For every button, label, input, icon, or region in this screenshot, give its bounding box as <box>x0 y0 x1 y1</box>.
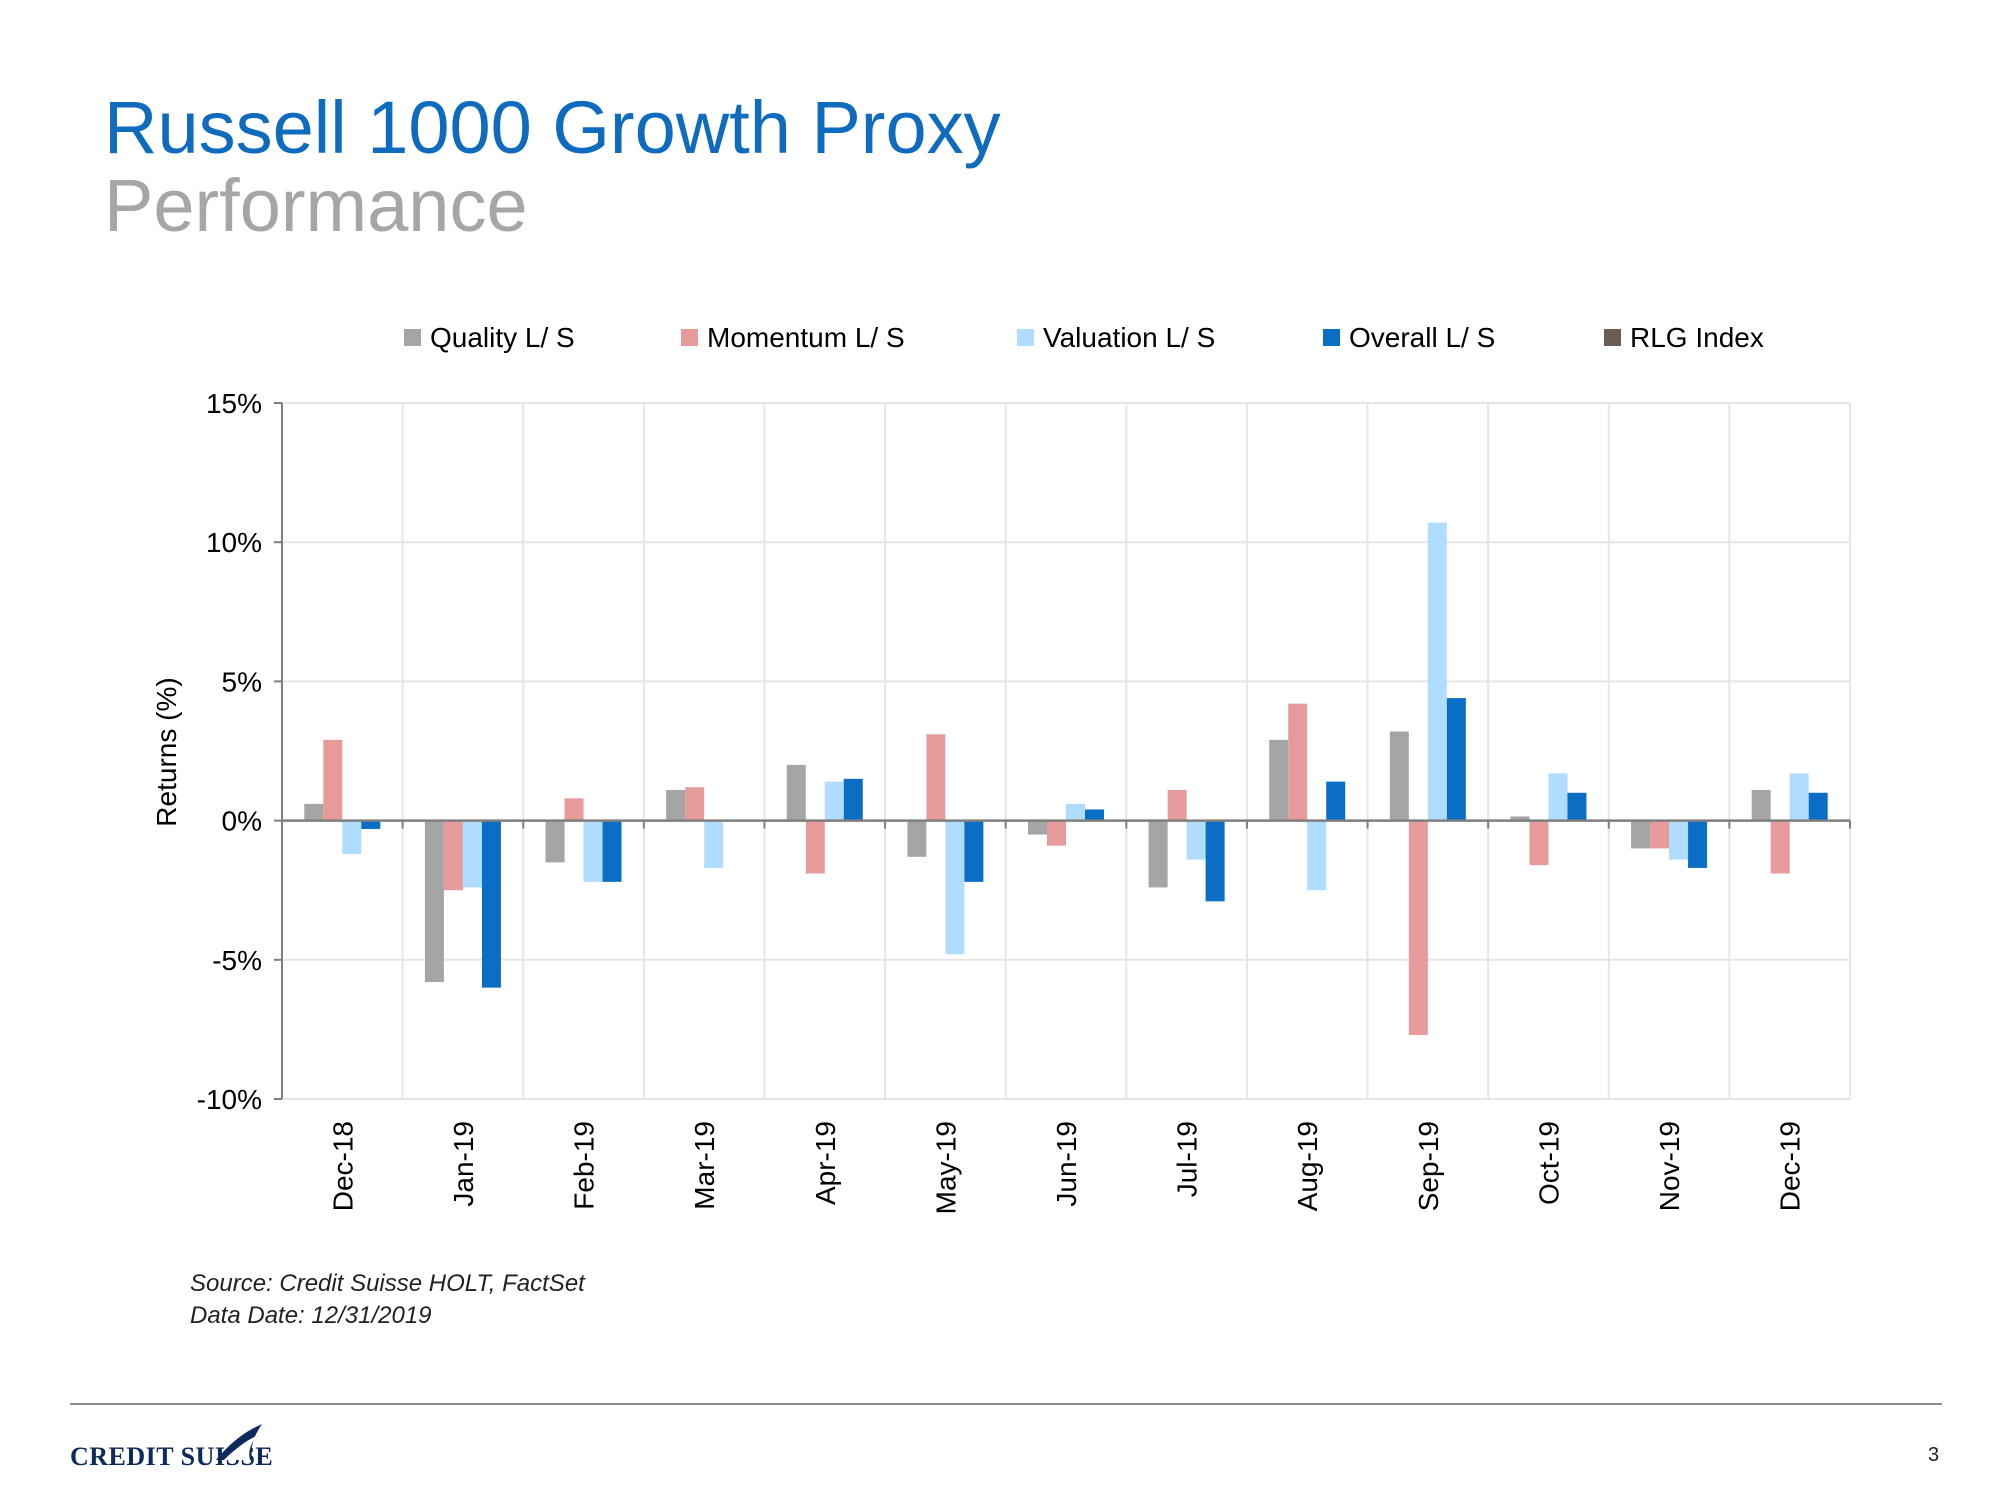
bar-valuation-l-smay-19 <box>945 820 965 955</box>
x-category-label: Nov-19 <box>1654 1121 1685 1211</box>
bar-overall-l-sdec-19 <box>1808 792 1828 821</box>
returns-bar-chart: Quality L/ S Momentum L/ S Valuation L/ S O… <box>151 322 1851 1214</box>
y-axis-title: Returns (%) <box>151 677 182 826</box>
bar-valuation-l-saug-19 <box>1307 820 1327 891</box>
source-note: Source: Credit Suisse HOLT, FactSet Data… <box>190 1268 585 1332</box>
chart-axes <box>274 402 1851 1100</box>
bar-quality-l-sjun-19 <box>1028 820 1047 835</box>
legend-swatch <box>1323 329 1340 346</box>
legend-label: RLG Index <box>1630 322 1764 353</box>
x-category-label: Apr-19 <box>810 1121 841 1205</box>
x-category-label: Jul-19 <box>1172 1121 1203 1197</box>
bar-overall-l-ssep-19 <box>1446 698 1466 821</box>
bar-valuation-l-sapr-19 <box>824 781 844 821</box>
bar-momentum-l-sfeb-19 <box>564 798 584 821</box>
bar-momentum-l-smay-19 <box>926 734 946 821</box>
bar-momentum-l-ssep-19 <box>1408 820 1428 1035</box>
legend-swatch <box>404 329 421 346</box>
bar-quality-l-sdec-19 <box>1751 789 1771 821</box>
bar-quality-l-sdec-18 <box>304 803 324 821</box>
chart-grid <box>282 402 1851 1100</box>
bar-overall-l-sjul-19 <box>1205 820 1225 902</box>
bar-momentum-l-sjul-19 <box>1167 789 1187 821</box>
x-category-label: May-19 <box>930 1121 961 1214</box>
bar-valuation-l-smar-19 <box>704 820 724 868</box>
source-line: Source: Credit Suisse HOLT, FactSet <box>190 1270 585 1297</box>
bar-overall-l-snov-19 <box>1688 820 1708 868</box>
x-category-label: Oct-19 <box>1533 1121 1564 1205</box>
bar-valuation-l-sdec-18 <box>342 820 362 855</box>
x-category-label: Sep-19 <box>1413 1121 1444 1211</box>
bar-quality-l-snov-19 <box>1631 820 1651 849</box>
x-category-label: Mar-19 <box>689 1121 720 1210</box>
y-tick-label: 15% <box>206 388 262 419</box>
y-tick-label: -10% <box>197 1084 262 1115</box>
bar-overall-l-smay-19 <box>964 820 984 882</box>
bar-quality-l-sjan-19 <box>424 820 444 983</box>
legend-label: Overall L/ S <box>1349 322 1495 353</box>
bar-momentum-l-saug-19 <box>1288 703 1308 821</box>
x-category-label: Feb-19 <box>569 1121 600 1210</box>
bar-overall-l-sdec-18 <box>361 820 381 829</box>
legend-swatch <box>1604 329 1621 346</box>
legend-label: Momentum L/ S <box>707 322 905 353</box>
chart-bars <box>304 522 1828 1035</box>
bar-momentum-l-sjan-19 <box>443 820 463 891</box>
bar-valuation-l-sdec-19 <box>1789 773 1809 821</box>
bar-overall-l-saug-19 <box>1326 781 1346 821</box>
bar-valuation-l-sfeb-19 <box>583 820 603 882</box>
bar-momentum-l-smar-19 <box>685 787 705 821</box>
bar-momentum-l-sjun-19 <box>1047 820 1066 846</box>
bar-overall-l-sapr-19 <box>843 778 863 821</box>
bar-valuation-l-sjan-19 <box>462 820 482 888</box>
y-tick-label: 10% <box>206 527 262 558</box>
bar-momentum-l-snov-19 <box>1650 820 1670 849</box>
y-tick-label: 0% <box>222 806 262 837</box>
chart-legend: Quality L/ S Momentum L/ S Valuation L/ S O… <box>404 322 1764 353</box>
bar-valuation-l-soct-19 <box>1548 773 1568 821</box>
bar-overall-l-sfeb-19 <box>602 820 622 882</box>
bar-quality-l-smay-19 <box>907 820 927 857</box>
sail-icon <box>216 1424 262 1460</box>
bar-overall-l-sjan-19 <box>481 820 501 988</box>
x-category-label: Dec-19 <box>1775 1121 1806 1211</box>
x-category-label: Jun-19 <box>1051 1121 1082 1207</box>
bar-quality-l-sapr-19 <box>786 764 806 821</box>
legend-label: Quality L/ S <box>430 322 575 353</box>
slide-subtitle: Performance <box>104 164 528 247</box>
slide-title: Russell 1000 Growth Proxy <box>104 86 1001 169</box>
legend-swatch <box>681 329 698 346</box>
bar-quality-l-sjul-19 <box>1148 820 1168 888</box>
bar-overall-l-soct-19 <box>1567 792 1587 821</box>
bar-quality-l-sfeb-19 <box>545 820 565 863</box>
bar-quality-l-smar-19 <box>666 789 686 821</box>
x-category-label: Jan-19 <box>448 1121 479 1207</box>
credit-suisse-logo: CREDIT SUISSE <box>70 1420 273 1471</box>
footer-divider <box>70 1403 1942 1405</box>
bar-quality-l-ssep-19 <box>1389 731 1409 821</box>
bar-valuation-l-ssep-19 <box>1427 522 1447 821</box>
bar-momentum-l-sdec-19 <box>1770 820 1790 874</box>
data-date-line: Data Date: 12/31/2019 <box>190 1302 432 1329</box>
bar-quality-l-saug-19 <box>1269 739 1289 821</box>
chart-labels: 15% 10% 5% 0% -5% -10% Returns (%) Dec-18 Jan-19… <box>151 388 1806 1214</box>
bar-valuation-l-sjun-19 <box>1066 803 1085 821</box>
bar-momentum-l-soct-19 <box>1529 820 1549 866</box>
legend-label: Valuation L/ S <box>1043 322 1215 353</box>
bar-valuation-l-sjul-19 <box>1186 820 1206 860</box>
bar-overall-l-sjun-19 <box>1085 809 1104 821</box>
legend-swatch <box>1017 329 1034 346</box>
y-tick-label: 5% <box>222 666 262 697</box>
y-tick-label: -5% <box>212 945 262 976</box>
bar-valuation-l-snov-19 <box>1669 820 1689 860</box>
x-category-label: Dec-18 <box>327 1121 358 1211</box>
bar-momentum-l-sapr-19 <box>805 820 825 874</box>
bar-quality-l-soct-19 <box>1510 816 1530 821</box>
x-category-label: Aug-19 <box>1292 1121 1323 1211</box>
bar-momentum-l-sdec-18 <box>323 739 343 821</box>
page-number: 3 <box>1928 1444 1940 1466</box>
